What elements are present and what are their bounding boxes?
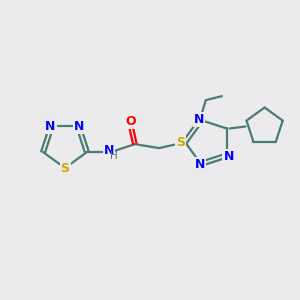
Text: S: S [176, 136, 185, 148]
Text: H: H [110, 151, 118, 161]
Text: N: N [195, 158, 205, 171]
Text: S: S [61, 161, 70, 175]
Text: N: N [224, 150, 234, 163]
Text: N: N [45, 120, 56, 133]
Text: O: O [126, 115, 136, 128]
Text: N: N [74, 120, 85, 133]
Text: N: N [104, 144, 114, 157]
Text: N: N [194, 112, 204, 126]
